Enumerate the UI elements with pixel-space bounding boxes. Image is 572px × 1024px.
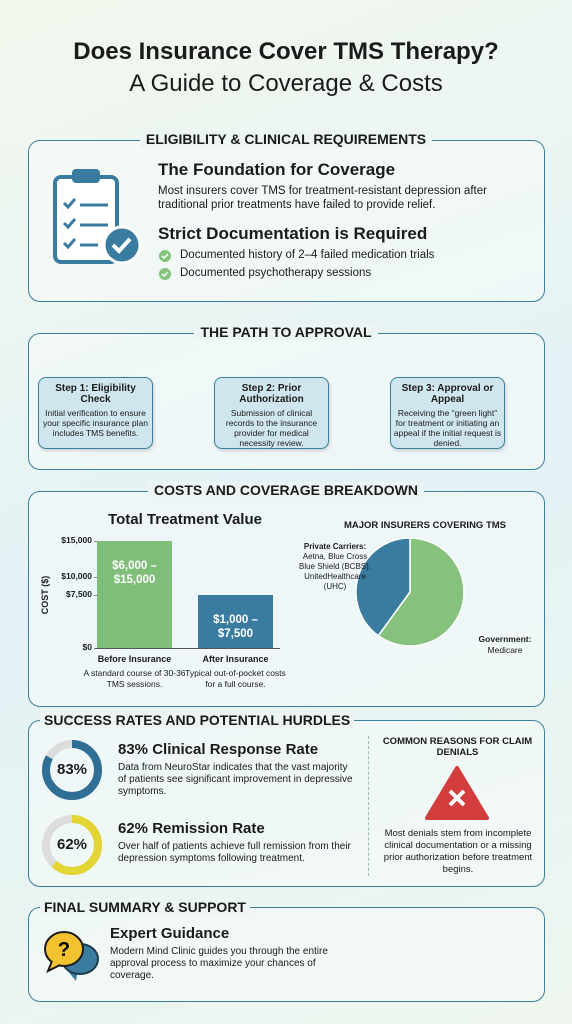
pie-label: Private Carriers: Aetna, Blue Cross Blue … (295, 542, 375, 592)
x-tick-label: Before Insurance (97, 654, 172, 664)
section-heading: ELIGIBILITY & CLINICAL REQUIREMENTS (0, 131, 572, 147)
slice-label: Government: (478, 634, 532, 644)
heading-text: THE PATH TO APPROVAL (194, 324, 378, 340)
slice-label: Private Carriers: (303, 542, 367, 551)
svg-text:?: ? (58, 939, 70, 961)
section-heading: SUCCESS RATES AND POTENTIAL HURDLES (40, 712, 355, 728)
pie-label: Government: Medicare (468, 634, 542, 656)
axis-line (95, 648, 280, 649)
step-text: Receiving the “green light” for treatmen… (393, 408, 502, 448)
bar-text: $6,000 – $15,000 (112, 560, 157, 586)
step-text: Initial verification to ensure your spec… (43, 408, 148, 438)
metric-text: Over half of patients achieve full remis… (118, 841, 351, 864)
section-heading: THE PATH TO APPROVAL (0, 324, 572, 340)
x-tick-label: After Insurance (202, 654, 269, 664)
clipboard-icon (53, 169, 142, 265)
question-icon: ? (44, 931, 99, 981)
ring (42, 815, 102, 875)
foundation-title: The Foundation for Coverage (158, 160, 396, 179)
slice-detail: Medicare (487, 645, 523, 655)
section-heading: COSTS AND COVERAGE BREAKDOWN (0, 482, 572, 498)
step-title: Step 2: Prior Authorization (239, 383, 304, 405)
divider (368, 736, 369, 876)
denials-text: Most denials stem from incomplete clinic… (383, 828, 533, 875)
summary-title: Expert Guidance (110, 925, 230, 942)
bar (97, 541, 172, 648)
step-card: Step 3: Approval or Appeal Receiving the … (390, 377, 505, 449)
denials-title: COMMON REASONS FOR CLAIM DENIALS (382, 736, 533, 758)
pie-title: MAJOR INSURERS COVERING TMS (343, 520, 507, 531)
title: Does Insurance Cover TMS Therapy? (73, 38, 499, 65)
metric-text: Data from NeuroStar indicates that the v… (118, 762, 353, 797)
section-heading: FINAL SUMMARY & SUPPORT (40, 899, 250, 915)
ring (42, 740, 102, 800)
step-card: Step 1: Eligibility Check Initial verific… (38, 377, 153, 449)
tick-mark (94, 594, 97, 596)
rings (42, 740, 102, 875)
tick-mark (94, 576, 97, 578)
ring-label: 62% (56, 836, 88, 853)
bar (198, 594, 273, 648)
subtitle: A Guide to Coverage & Costs (129, 70, 443, 97)
step-title: Step 1: Eligibility Check (55, 383, 136, 405)
bar-note: A standard course of 30-36 TMS sessions. (83, 668, 186, 689)
checklist-item: Documented psychotherapy sessions (180, 267, 372, 279)
y-tick-label: $7,500 (66, 588, 92, 599)
y-tick-label: $10,000 (61, 570, 92, 581)
summary-text: Modern Mind Clinic guides you through th… (110, 946, 328, 981)
step-title: Step 3: Approval or Appeal (401, 383, 494, 405)
tick-mark (94, 541, 97, 542)
ring-label: 83% (56, 761, 88, 778)
metric-title: 83% Clinical Response Rate (118, 741, 319, 758)
bar-text: $1,000 – $7,500 (213, 613, 258, 640)
step-text: Submission of clinical records to the in… (225, 408, 318, 448)
heading-text: ELIGIBILITY & CLINICAL REQUIREMENTS (139, 131, 433, 147)
documentation-title: Strict Documentation is Required (158, 224, 428, 243)
metric-title: 62% Remission Rate (118, 820, 265, 837)
pie-slice (355, 537, 411, 637)
bar-chart-title: Total Treatment Value (108, 511, 262, 528)
pie-slice (377, 537, 465, 647)
heading-text: COSTS AND COVERAGE BREAKDOWN (148, 482, 424, 498)
check-icons (159, 250, 171, 280)
pie-chart (355, 537, 465, 647)
y-tick-label: $0 (82, 642, 92, 652)
warning-icon (425, 766, 489, 820)
step-card: Step 2: Prior Authorization Submission of… (214, 377, 329, 449)
bar-note: Typical out-of-pocket costs for a full c… (185, 668, 286, 689)
section-box (28, 907, 545, 1002)
foundation-text: Most insurers cover TMS for treatment-re… (158, 185, 487, 211)
slice-detail: Aetna, Blue Cross Blue Shield (BCBS), Un… (298, 552, 372, 591)
y-tick-label: $15,000 (61, 535, 92, 545)
checklist-item: Documented history of 2–4 failed medicat… (180, 249, 435, 261)
